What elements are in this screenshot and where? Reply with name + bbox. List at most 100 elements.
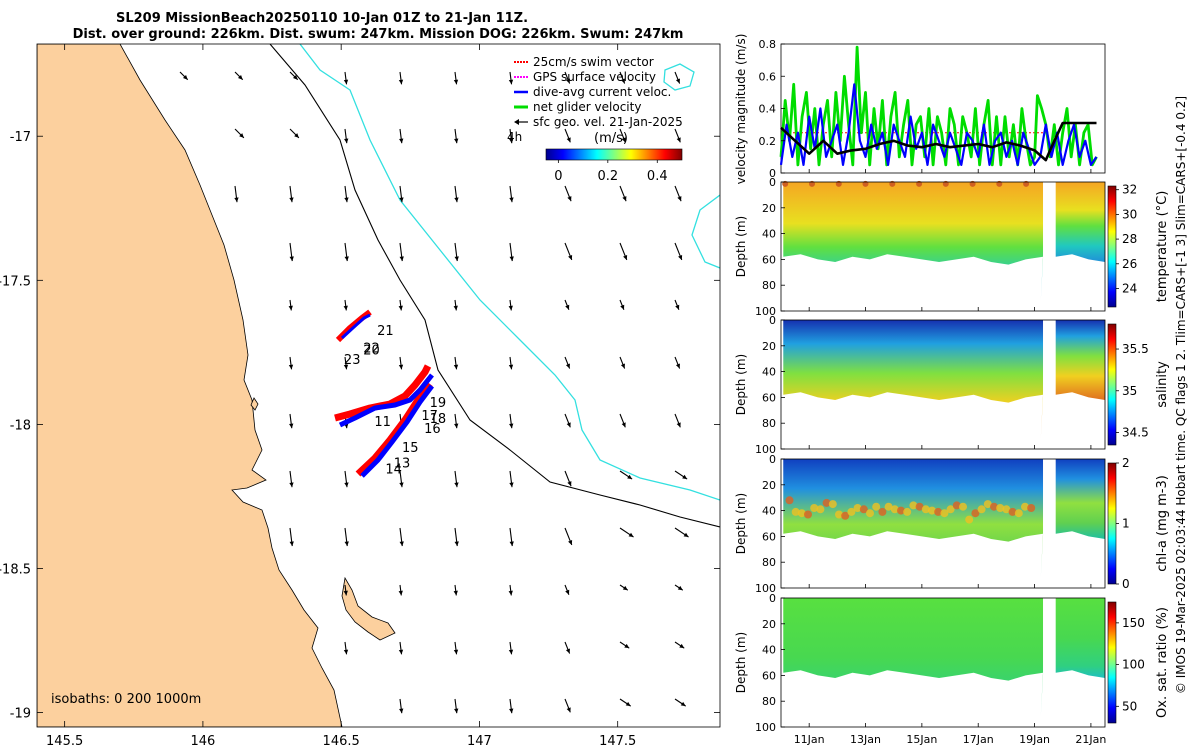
chl-maximum-sample bbox=[983, 500, 992, 509]
geo-vector-head bbox=[398, 364, 404, 370]
section-frame bbox=[780, 458, 1106, 589]
chl-maximum-sample bbox=[903, 507, 912, 516]
geo-vector-head bbox=[567, 196, 572, 202]
title-line-1: SL209 MissionBeach20250110 10-Jan 01Z to… bbox=[116, 11, 528, 26]
chl-maximum-sample bbox=[946, 505, 955, 514]
geo-vector-head bbox=[679, 643, 685, 649]
geo-vector-head bbox=[288, 305, 293, 311]
track-day-label: 18 bbox=[430, 412, 447, 427]
section-frame bbox=[780, 319, 1106, 450]
geo-vector-head bbox=[239, 133, 244, 138]
track-day-label: 23 bbox=[344, 353, 361, 368]
chl-maximum-sample bbox=[1021, 502, 1029, 511]
geo-vector-head bbox=[454, 197, 459, 203]
track-day-label: 11 bbox=[374, 415, 391, 430]
geo-vector-head bbox=[565, 363, 570, 369]
map-xtick-label: 145.5 bbox=[46, 734, 83, 749]
time-tick-label: 21Jan bbox=[1075, 733, 1106, 746]
legend-label-gps: GPS surface velocity bbox=[533, 70, 656, 84]
section-fill bbox=[1055, 320, 1105, 400]
section-colorbar-tick-label: 1 bbox=[1122, 517, 1130, 531]
geo-vector-head bbox=[454, 708, 459, 714]
geo-vector-head bbox=[565, 78, 570, 84]
geo-vector-head bbox=[620, 304, 625, 310]
section-ytick-label: 40 bbox=[762, 644, 776, 657]
section-fill bbox=[783, 598, 1044, 717]
section-ytick-label: 100 bbox=[755, 582, 776, 595]
chl-maximum-sample bbox=[990, 502, 998, 511]
chl-maximum-sample bbox=[847, 507, 856, 516]
section-ytick-label: 60 bbox=[762, 391, 776, 404]
map-frame bbox=[36, 43, 721, 728]
track-day-label: 20 bbox=[363, 343, 380, 358]
geo-vector-head bbox=[624, 643, 630, 649]
section-colorbar bbox=[1107, 185, 1117, 308]
geo-vector-head bbox=[344, 541, 349, 547]
section-colorbar-tick-label: 24 bbox=[1122, 281, 1137, 295]
geo-vector-head bbox=[344, 197, 349, 203]
time-tick-label: 17Jan bbox=[963, 733, 994, 746]
map-ytick-label: -18.5 bbox=[0, 562, 31, 577]
geo-vector-head bbox=[508, 305, 513, 311]
legend-arrow-sfc-icon bbox=[514, 119, 519, 125]
chl-maximum-sample bbox=[890, 505, 899, 514]
chl-maximum-sample bbox=[804, 510, 812, 519]
section-panel-temperature: 0 20 40 60 80 100 Depth (m) 24 26 28 30 32 temperatu… bbox=[734, 176, 1170, 318]
section-colorbar bbox=[1107, 601, 1117, 724]
geo-vector-head bbox=[508, 590, 513, 596]
geo-vector-head bbox=[343, 364, 349, 370]
section-colorbar-label: Ox. sat. ratio (%) bbox=[1155, 607, 1170, 718]
velocity-ylabel: velocity magnitude (m/s) bbox=[734, 34, 748, 185]
geo-vector-head bbox=[343, 79, 349, 85]
legend-label-swim: 25cm/s swim vector bbox=[533, 55, 654, 69]
geo-vector-head bbox=[675, 78, 680, 84]
section-colorbar-tick-label: 35 bbox=[1122, 384, 1137, 398]
geo-vector-head bbox=[344, 138, 349, 144]
geo-vector-head bbox=[682, 474, 688, 480]
section-ytick-label: 0 bbox=[769, 453, 776, 466]
velocity-ytick-label: 0.8 bbox=[759, 38, 777, 51]
time-tick-label: 19Jan bbox=[1019, 733, 1050, 746]
geo-vector-head bbox=[568, 254, 573, 260]
legend-label-dive: dive-avg current veloc. bbox=[533, 85, 671, 99]
section-colorbar-tick-label: 50 bbox=[1122, 699, 1137, 713]
geo-vector-head bbox=[454, 541, 459, 547]
time-tick-label: 15Jan bbox=[906, 733, 937, 746]
chl-maximum-sample bbox=[977, 505, 986, 514]
geo-vector-head bbox=[454, 423, 459, 429]
section-ytick-label: 60 bbox=[762, 669, 776, 682]
geo-vector-head bbox=[620, 78, 625, 84]
section-ytick-label: 80 bbox=[762, 556, 776, 569]
section-fill bbox=[783, 320, 1044, 439]
geo-vector-head bbox=[677, 196, 682, 202]
geo-vector-head bbox=[289, 423, 294, 429]
island-hinchinbrook bbox=[341, 576, 396, 641]
section-ytick-label: 40 bbox=[762, 366, 776, 379]
chl-maximum-sample bbox=[928, 506, 936, 515]
geo-vector-head bbox=[294, 133, 299, 138]
time-tick-label: 13Jan bbox=[850, 733, 881, 746]
velocity-ytick-label: 0.2 bbox=[759, 135, 777, 148]
map-xtick-label: 146.5 bbox=[323, 734, 360, 749]
geo-vector-head bbox=[398, 79, 404, 85]
chl-maximum-sample bbox=[810, 504, 819, 512]
map-ytick-label: -19 bbox=[10, 707, 31, 722]
section-frame bbox=[780, 597, 1106, 728]
chl-maximum-sample bbox=[785, 496, 794, 505]
velocity-ytick-label: 0.4 bbox=[759, 103, 777, 116]
section-panel-oxygen: 0 20 40 60 80 100 Depth (m) 50 100 150 Ox. sat. ra… bbox=[734, 592, 1170, 734]
isobath-200m bbox=[269, 44, 720, 528]
geo-vector-head bbox=[565, 304, 570, 310]
side-note: © IMOS 19-Mar-2025 02:03:44 Hobart time.… bbox=[1174, 96, 1188, 694]
section-ytick-label: 100 bbox=[755, 721, 776, 734]
section-fill bbox=[1055, 459, 1105, 539]
section-colorbar-tick-label: 28 bbox=[1122, 232, 1137, 246]
geo-vector-head bbox=[509, 482, 514, 488]
legend-label-net: net glider velocity bbox=[533, 100, 641, 114]
chl-maximum-sample bbox=[934, 507, 943, 516]
geo-vector-head bbox=[399, 256, 404, 262]
geo-vector-head bbox=[621, 422, 626, 428]
section-colorbar bbox=[1107, 323, 1117, 446]
